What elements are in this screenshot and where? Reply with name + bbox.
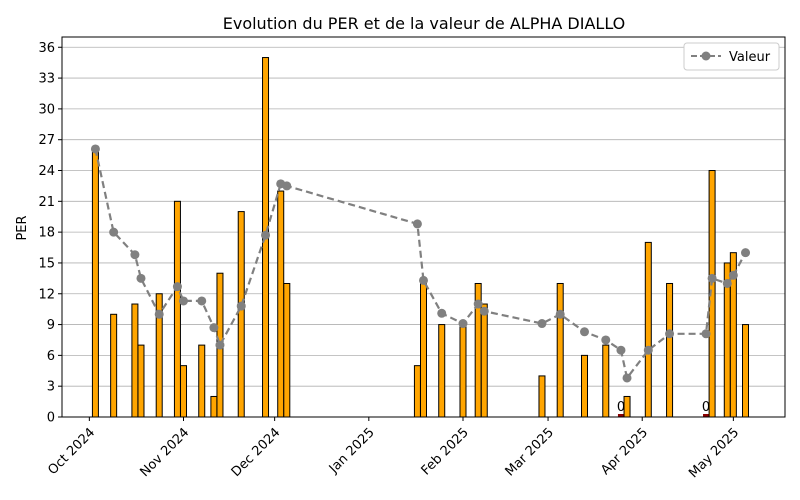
legend: Valeur: [683, 42, 780, 71]
x-axis-ticks: Oct 2024 Nov 2024 Dec 2024 Jan 2025 Feb 2025…: [45, 417, 742, 481]
valeur-point: [722, 278, 732, 288]
valeur-point: [555, 309, 565, 319]
per-bar: [459, 324, 467, 418]
legend-marker-swatch: [701, 51, 711, 61]
x-tick-label: Mar 2025: [503, 425, 557, 479]
y-tick-label: 6: [47, 349, 55, 364]
valeur-point: [537, 319, 547, 329]
valeur-point: [130, 250, 140, 260]
valeur-point: [209, 323, 219, 333]
valeur-point: [90, 144, 100, 154]
per-bar-zero: [703, 414, 710, 417]
per-bar: [198, 344, 206, 418]
y-tick-label: 18: [38, 226, 55, 241]
legend-label-valeur: Valeur: [729, 50, 771, 65]
valeur-point: [643, 345, 653, 355]
y-tick-label: 12: [38, 287, 55, 302]
per-bar: [210, 395, 218, 418]
valeur-point: [172, 282, 182, 292]
y-tick-label: 3: [47, 380, 55, 395]
y-tick-label: 33: [38, 72, 55, 87]
per-bar: [420, 282, 427, 418]
x-tick-label: Feb 2025: [419, 425, 472, 478]
x-tick-label: Nov 2024: [137, 425, 192, 480]
x-tick-label: Apr 2025: [598, 425, 651, 478]
per-bar: [581, 354, 589, 418]
per-bar: [173, 200, 181, 418]
valeur-point: [136, 273, 146, 283]
plot-frame: [61, 36, 786, 418]
per-bar: [180, 365, 188, 418]
valeur-line-series: [90, 144, 751, 383]
y-tick-label: 24: [38, 164, 55, 179]
per-bar: [131, 303, 139, 418]
per-bar: [602, 344, 610, 418]
valeur-point: [707, 273, 717, 283]
valeur-point: [437, 308, 447, 318]
per-bar: [237, 211, 245, 418]
per-bar: [110, 313, 118, 418]
valeur-point: [665, 329, 675, 339]
valeur-point: [215, 340, 225, 350]
valeur-point: [728, 270, 738, 280]
y-tick-label: 0: [47, 411, 55, 426]
y-tick-label: 9: [47, 318, 55, 333]
x-tick-label: Oct 2024: [45, 425, 98, 478]
valeur-point: [601, 335, 611, 345]
valeur-point: [412, 219, 422, 229]
y-tick-label: 15: [38, 256, 55, 271]
valeur-point: [197, 296, 207, 306]
valeur-point: [179, 296, 189, 306]
y-tick-label: 36: [38, 41, 55, 56]
per-bar: [538, 375, 546, 418]
valeur-point: [236, 301, 246, 311]
per-bar-data-label: 0: [702, 400, 710, 415]
per-bar: [277, 190, 285, 418]
valeur-point: [154, 309, 164, 319]
valeur-point: [701, 329, 711, 339]
x-tick-label: Jan 2025: [326, 425, 378, 477]
chart-title: Evolution du PER et de la valeur de ALPH…: [223, 14, 626, 33]
valeur-point: [473, 299, 483, 309]
valeur-point: [282, 181, 292, 191]
x-tick-label: Dec 2024: [229, 425, 284, 480]
valeur-point: [479, 306, 489, 316]
valeur-point: [741, 248, 751, 258]
valeur-point: [419, 275, 428, 285]
per-bar-zero: [617, 414, 624, 417]
valeur-point: [109, 227, 119, 237]
valeur-point: [261, 230, 271, 240]
per-bar: [413, 365, 421, 418]
y-tick-label: 27: [38, 133, 55, 148]
per-bar: [666, 282, 674, 418]
legend-box: [683, 42, 780, 71]
y-axis-label: PER: [15, 215, 30, 240]
per-bar-data-label: 0: [617, 400, 625, 415]
valeur-point: [622, 373, 632, 383]
per-bar: [438, 324, 446, 418]
valeur-point: [616, 345, 626, 355]
per-bar: [283, 282, 291, 418]
x-tick-label: May 2025: [686, 425, 742, 481]
per-bar: [137, 344, 145, 418]
y-tick-label: 21: [38, 195, 55, 210]
y-tick-label: 30: [38, 102, 55, 117]
valeur-point: [458, 319, 468, 329]
per-bar: [480, 303, 488, 418]
per-bar: [623, 395, 631, 418]
per-bar: [556, 282, 564, 418]
valeur-point: [580, 327, 590, 337]
per-bar: [742, 324, 750, 418]
per-bar: [91, 149, 99, 418]
per-bar: [644, 241, 652, 418]
